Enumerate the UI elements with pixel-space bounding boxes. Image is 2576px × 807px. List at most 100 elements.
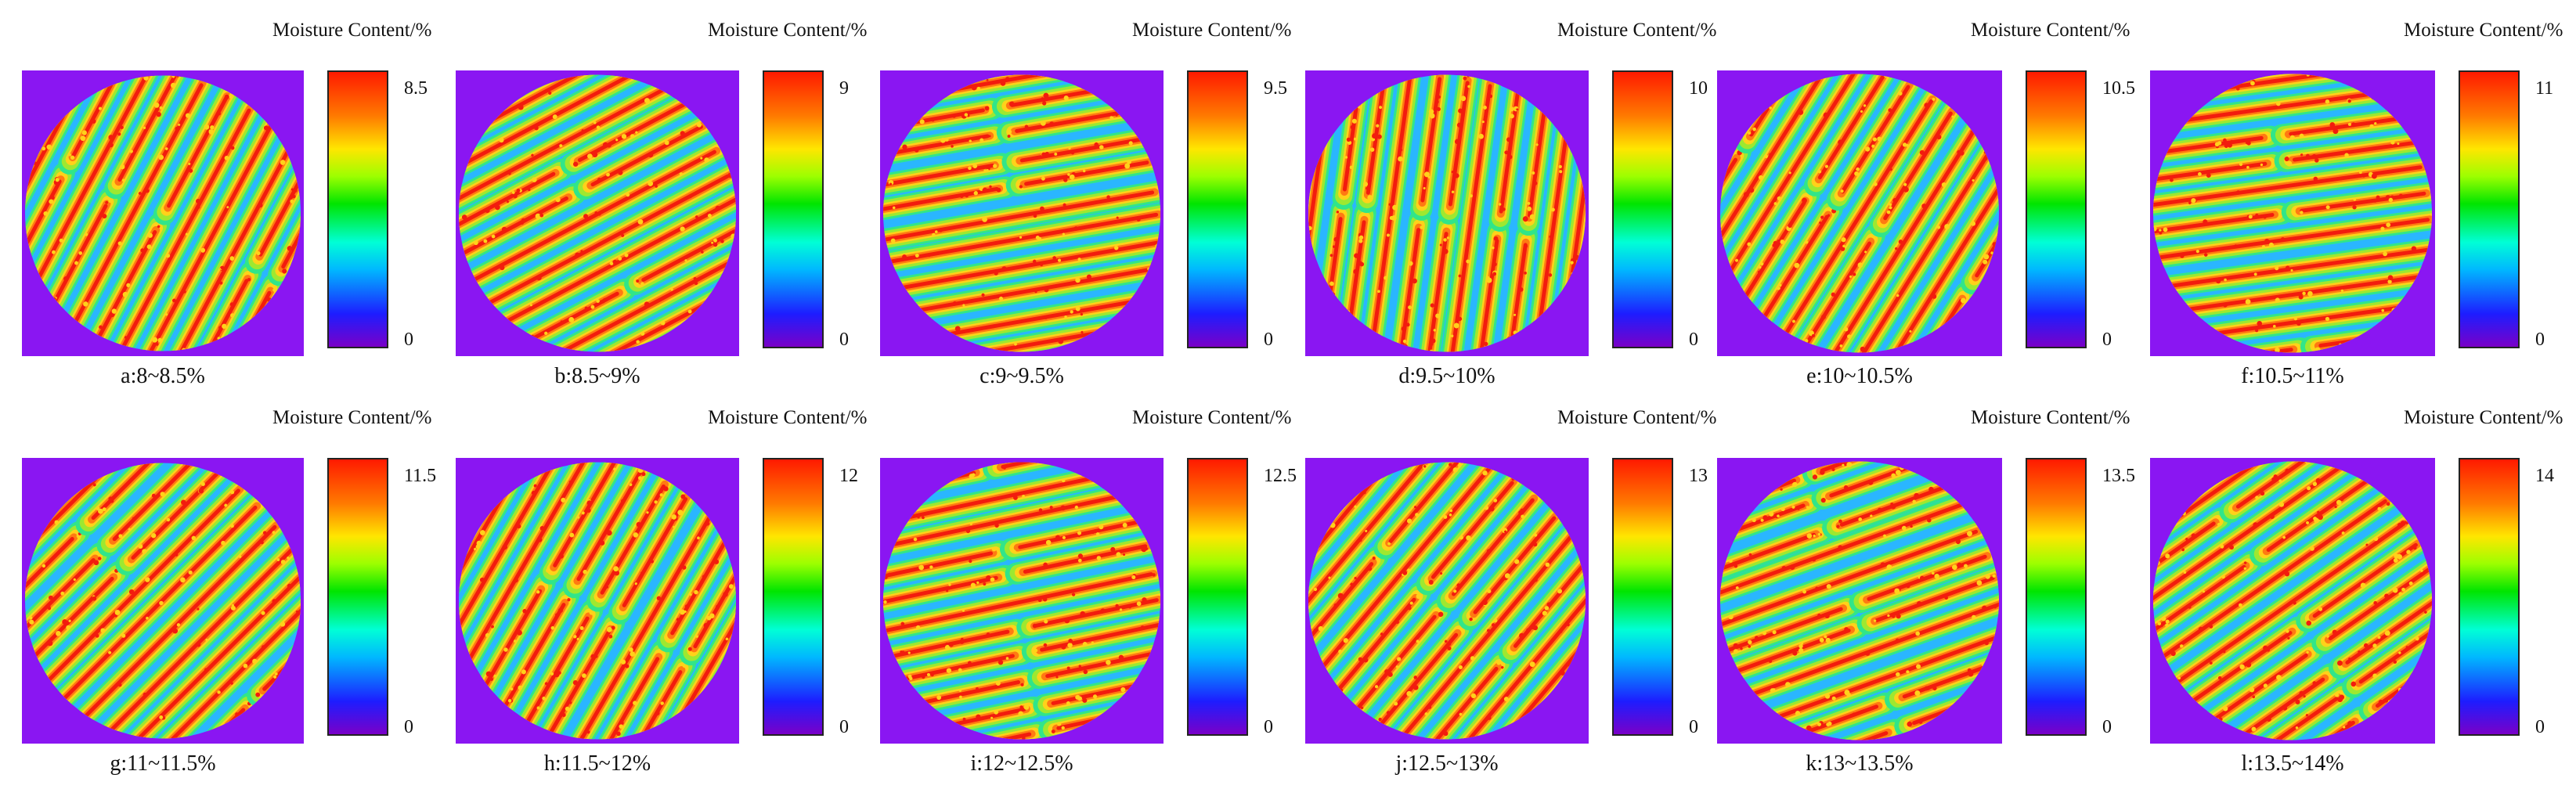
- moisture-speckle: [2306, 650, 2309, 654]
- moisture-map-image: [456, 70, 739, 356]
- moisture-speckle: [2332, 128, 2339, 135]
- moisture-speckle: [1099, 524, 1104, 530]
- moisture-speckle: [2398, 193, 2403, 198]
- grain-stripe: [1829, 461, 1950, 498]
- moisture-speckle: [1366, 186, 1369, 190]
- moisture-speckle: [926, 673, 930, 677]
- moisture-speckle: [1058, 338, 1064, 344]
- moisture-speckle: [1932, 294, 1937, 299]
- moisture-speckle: [68, 619, 71, 622]
- grain-stripe: [907, 732, 1032, 740]
- moisture-speckle: [982, 216, 987, 222]
- moisture-speckle: [290, 199, 294, 204]
- scale-max-label: 12.5: [1264, 466, 1297, 486]
- moisture-speckle: [1318, 625, 1323, 632]
- moisture-speckle: [1865, 146, 1871, 152]
- moisture-speckle: [2275, 101, 2281, 106]
- grain-stripe: [179, 732, 293, 739]
- moisture-speckle: [629, 647, 633, 652]
- moisture-speckle: [550, 625, 555, 630]
- grain-stripe: [1431, 481, 1514, 579]
- moisture-speckle: [1408, 261, 1413, 266]
- grain-stripe: [2173, 523, 2405, 686]
- moisture-speckle: [1892, 108, 1896, 112]
- moisture-speckle: [2347, 99, 2351, 103]
- grain-stripe: [459, 80, 680, 214]
- moisture-speckle: [198, 488, 204, 494]
- moisture-speckle: [1919, 150, 1925, 155]
- grain-stripe: [2153, 461, 2171, 533]
- moisture-speckle: [1388, 203, 1391, 206]
- moisture-speckle: [300, 339, 301, 343]
- moisture-map-image: [1305, 70, 1589, 356]
- moisture-speckle: [252, 658, 258, 665]
- moisture-speckle: [1082, 169, 1086, 173]
- moisture-speckle: [1064, 618, 1070, 624]
- moisture-speckle: [1873, 182, 1878, 186]
- moisture-speckle: [986, 632, 990, 636]
- moisture-speckle: [958, 689, 961, 692]
- moisture-speckle: [1062, 232, 1066, 236]
- moisture-speckle: [701, 250, 704, 254]
- grain-stripe: [2400, 670, 2432, 740]
- moisture-speckle: [2236, 87, 2240, 91]
- moisture-speckle: [1846, 742, 1851, 744]
- moisture-speckle: [962, 304, 965, 307]
- legend-title: Moisture Content/%: [2404, 20, 2563, 41]
- moisture-speckle: [2409, 682, 2412, 685]
- moisture-speckle: [143, 126, 146, 130]
- moisture-speckle: [906, 699, 911, 704]
- moisture-speckle: [2430, 304, 2432, 310]
- moisture-speckle: [1748, 639, 1752, 645]
- moisture-speckle: [554, 510, 557, 513]
- moisture-speckle: [1586, 631, 1589, 636]
- moisture-speckle: [191, 535, 197, 541]
- moisture-speckle: [1023, 704, 1030, 710]
- moisture-speckle: [2001, 604, 2002, 608]
- moisture-speckle: [178, 123, 181, 126]
- moisture-speckle: [1763, 70, 1770, 73]
- grain-stripe: [2300, 191, 2426, 213]
- moisture-speckle: [663, 486, 669, 492]
- moisture-speckle: [1363, 491, 1366, 495]
- grain-stripe: [112, 463, 203, 542]
- moisture-speckle: [485, 632, 490, 638]
- moisture-speckle: [1012, 495, 1018, 500]
- moisture-speckle: [297, 695, 301, 701]
- moisture-speckle: [1005, 657, 1009, 660]
- moisture-speckle: [1758, 265, 1762, 269]
- moisture-speckle: [619, 720, 624, 726]
- moisture-speckle: [1971, 221, 1976, 226]
- moisture-speckle: [1878, 79, 1881, 83]
- moisture-speckle: [644, 98, 650, 104]
- grain-stripe: [25, 75, 71, 132]
- moisture-speckle: [1378, 717, 1382, 722]
- moisture-speckle: [1051, 730, 1055, 733]
- moisture-speckle: [1074, 505, 1079, 510]
- moisture-speckle: [568, 317, 575, 322]
- moisture-speckle: [940, 478, 945, 483]
- moisture-speckle: [288, 661, 291, 665]
- moisture-speckle: [1067, 669, 1072, 673]
- moisture-speckle: [485, 207, 490, 214]
- moisture-speckle: [557, 348, 563, 352]
- moisture-speckle: [1931, 571, 1935, 575]
- moisture-speckle: [2408, 581, 2413, 585]
- moisture-speckle: [2150, 119, 2152, 124]
- moisture-speckle: [1910, 524, 1913, 528]
- moisture-speckle: [512, 344, 516, 348]
- grain-stripe: [2153, 461, 2188, 547]
- grain-stripe: [1015, 107, 1140, 133]
- moisture-speckle: [1504, 530, 1507, 534]
- moisture-speckle: [2429, 326, 2432, 332]
- moisture-speckle: [1384, 669, 1390, 675]
- moisture-speckle: [2278, 502, 2285, 507]
- moisture-speckle: [1957, 562, 1962, 567]
- moisture-speckle: [117, 241, 122, 246]
- moisture-speckle: [224, 156, 229, 160]
- moisture-speckle: [2242, 352, 2248, 353]
- moisture-speckle: [544, 331, 548, 335]
- moisture-speckle: [1806, 506, 1809, 509]
- moisture-speckle: [994, 523, 999, 528]
- moisture-speckle: [1844, 327, 1849, 332]
